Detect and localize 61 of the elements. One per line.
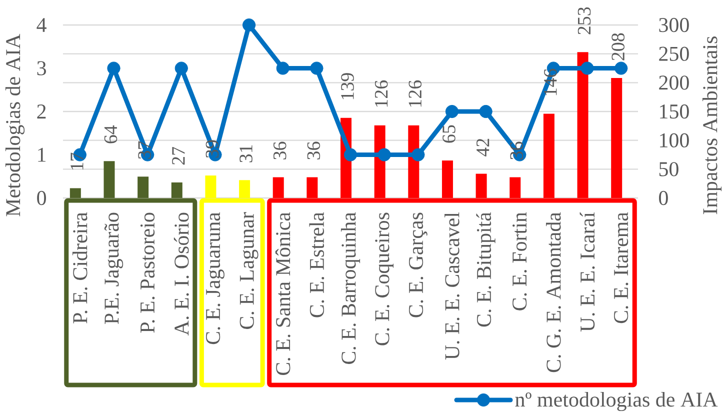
data-label: 208 (612, 33, 625, 60)
data-label: 36 (510, 142, 524, 160)
y-tick-label: 4 (36, 18, 46, 32)
x-tick-label: C. E. Garças (408, 212, 428, 318)
legend-label: nº metodologias de AIA (515, 392, 718, 412)
data-label: 139 (341, 73, 354, 100)
data-label: 64 (104, 125, 118, 144)
y2-axis-title: Impactos Ambientais (702, 36, 722, 214)
x-tick-label: P.E. Jaguarão (104, 212, 124, 324)
x-tick-label: U. E. E. Cascavel (444, 212, 460, 360)
x-tick-label: P. E. Cidreira (72, 212, 88, 324)
data-label: 146 (544, 68, 557, 96)
x-tick-label: C. E. Itarema (614, 212, 628, 324)
point (242, 18, 256, 32)
point (445, 104, 459, 118)
point (580, 62, 594, 75)
point (614, 62, 628, 75)
y-tick-label: 1 (38, 148, 46, 162)
point (412, 148, 425, 162)
data-label: 36 (273, 142, 286, 160)
x-tick-label: U. E. E. Icaraí (580, 212, 595, 332)
y-axis-title: Metodologias de AIA (5, 34, 25, 216)
point (174, 62, 188, 75)
point (344, 148, 358, 162)
y-tick-label: 0 (37, 190, 46, 206)
y2-tick-label: 0 (659, 190, 668, 206)
data-label: 253 (578, 7, 591, 34)
x-tick-label: C. E. Lagunar (240, 212, 258, 329)
point (276, 62, 290, 75)
y2-tick-label: 150 (660, 104, 689, 119)
data-label: 39 (206, 140, 219, 158)
data-label: 17 (70, 152, 84, 170)
data-label: 42 (476, 138, 490, 156)
data-label: 27 (172, 146, 185, 165)
y2-tick-label: 300 (659, 18, 689, 32)
y-tick-label: 3 (37, 61, 46, 76)
data-label: 37 (138, 141, 151, 159)
x-tick-label: C. E. Coqueiros (375, 212, 394, 346)
data-label: 36 (307, 142, 320, 160)
y2-tick-label: 100 (660, 133, 689, 148)
data-label: 126 (374, 80, 388, 107)
data-label: 31 (240, 145, 252, 162)
x-tick-label: C. E. Fortin (512, 212, 527, 310)
point (378, 148, 391, 162)
x-tick-label: P. E. Pastoreio (140, 212, 155, 333)
x-tick-label: C. E. Barroquinha (340, 212, 360, 364)
data-label: 126 (408, 80, 422, 107)
y2-tick-label: 50 (659, 162, 678, 176)
x-tick-label: C. E. Bitupitá (476, 212, 496, 327)
point (107, 62, 120, 75)
x-tick-label: A. E. I. Osório (174, 212, 189, 336)
data-label: 65 (442, 125, 456, 143)
point (479, 104, 492, 118)
point (310, 62, 324, 75)
y2-tick-label: 200 (659, 76, 689, 90)
x-tick-label: C. E. Estrela (309, 212, 324, 318)
y-tick-label: 2 (37, 104, 46, 118)
y2-tick-label: 250 (659, 46, 689, 61)
x-tick-label: C. E. Santa Mônica (275, 212, 290, 376)
x-tick-label: C. G. E. Amontada (546, 212, 561, 372)
x-tick-label: C. E. Jaguaruna (206, 212, 224, 344)
